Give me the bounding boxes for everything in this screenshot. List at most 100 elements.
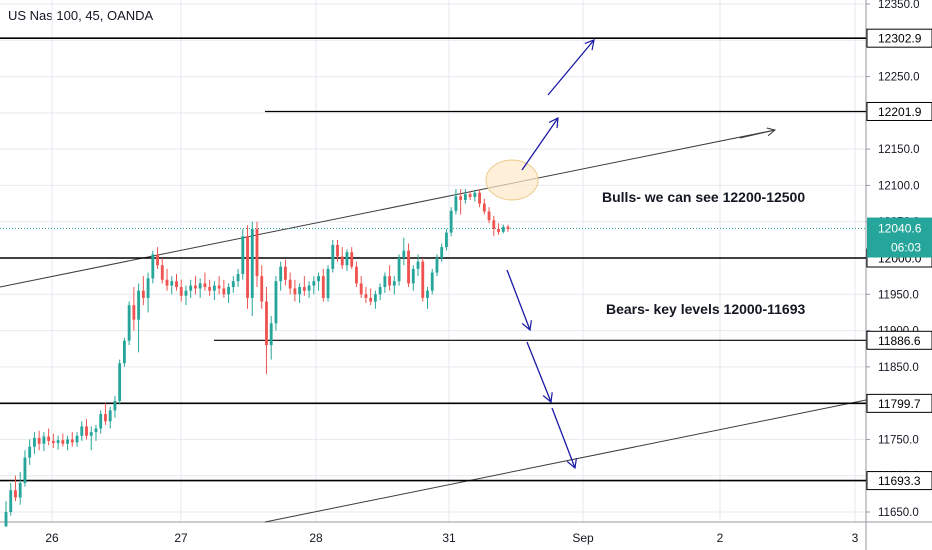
candle: [288, 272, 292, 295]
candle: [435, 254, 439, 277]
candle: [141, 276, 145, 306]
y-tick-label: 11750.0: [878, 434, 919, 446]
candle: [32, 432, 36, 454]
bearish-arrow-2: [526, 341, 551, 402]
candle-body: [449, 210, 453, 233]
candle: [94, 424, 98, 441]
candle: [449, 207, 453, 237]
candle: [321, 268, 325, 302]
candle: [392, 276, 396, 295]
candle: [66, 435, 69, 451]
candle-body: [388, 276, 392, 286]
candle: [18, 472, 22, 505]
candle: [189, 279, 193, 298]
candle: [127, 301, 131, 346]
y-tick-label: 12250.0: [878, 72, 920, 84]
candle: [293, 279, 297, 302]
candle: [350, 247, 354, 269]
candle: [283, 259, 287, 286]
candle-body: [108, 410, 112, 422]
candle-body: [246, 236, 249, 298]
candle: [137, 283, 141, 353]
candle: [369, 288, 373, 306]
candle: [340, 247, 344, 269]
candle: [118, 359, 122, 405]
candle: [492, 215, 496, 237]
candle-body: [326, 268, 330, 298]
candle: [440, 243, 444, 262]
candle-body: [118, 363, 122, 401]
candle: [156, 247, 159, 269]
candle: [132, 287, 136, 331]
candle-body: [165, 279, 169, 286]
candle-body: [293, 288, 297, 295]
candle: [336, 239, 339, 262]
x-tick-label: 28: [309, 531, 323, 545]
candle: [241, 228, 245, 280]
candle-body: [492, 220, 496, 229]
candle-body: [208, 287, 212, 291]
candle-body: [497, 228, 500, 232]
candle: [388, 265, 392, 291]
level-label: 11886.6: [878, 334, 921, 348]
candle-body: [392, 281, 396, 286]
candle: [56, 435, 60, 450]
candle-body: [345, 252, 349, 266]
candle: [75, 432, 79, 447]
candle: [165, 268, 169, 291]
candle-body: [56, 440, 60, 444]
candle: [70, 432, 74, 447]
x-tick-label: 26: [45, 531, 59, 545]
candle: [397, 254, 401, 286]
candle: [89, 426, 93, 451]
candle-body: [445, 232, 448, 248]
candle: [28, 439, 32, 465]
candle: [383, 272, 387, 293]
bearish-arrow-1: [506, 269, 530, 330]
candle-body: [279, 266, 283, 282]
candle-body: [369, 297, 373, 302]
candle: [459, 189, 463, 215]
candle-body: [478, 192, 482, 204]
level-label-box: [866, 101, 932, 121]
candle-body: [407, 250, 410, 284]
candle-body: [104, 414, 107, 422]
x-tick-label: 31: [442, 531, 456, 545]
candle: [85, 419, 88, 440]
candle-body: [231, 281, 235, 288]
candle: [184, 285, 188, 306]
candle-body: [411, 268, 415, 284]
level-label: 12201.9: [878, 105, 922, 119]
candle-body: [317, 276, 320, 282]
candle-body: [321, 276, 325, 298]
candle: [222, 279, 226, 298]
candle: [364, 287, 368, 303]
candle-body: [217, 285, 221, 289]
candle-body: [184, 290, 188, 296]
candle-body: [137, 290, 141, 320]
candle-body: [421, 261, 425, 298]
price-tag-value: 12040.6: [878, 222, 922, 236]
candle-body: [203, 283, 207, 288]
candle: [487, 207, 491, 224]
candle: [317, 272, 320, 291]
candle: [194, 276, 197, 295]
candle-body: [37, 437, 41, 444]
x-tick-label: 2: [717, 531, 724, 545]
candle: [198, 278, 202, 298]
candle: [302, 276, 306, 296]
candle: [506, 224, 510, 232]
candle: [255, 221, 259, 288]
candle-body: [501, 226, 505, 232]
candle: [47, 428, 51, 446]
candle-body: [430, 272, 434, 291]
candle: [37, 430, 41, 451]
trendline-lower: [264, 399, 867, 523]
candle-body: [194, 285, 197, 289]
candle: [482, 198, 486, 215]
candle-body: [227, 287, 231, 295]
level-label-box: [866, 330, 932, 350]
candle: [104, 403, 107, 425]
candle: [463, 189, 467, 204]
